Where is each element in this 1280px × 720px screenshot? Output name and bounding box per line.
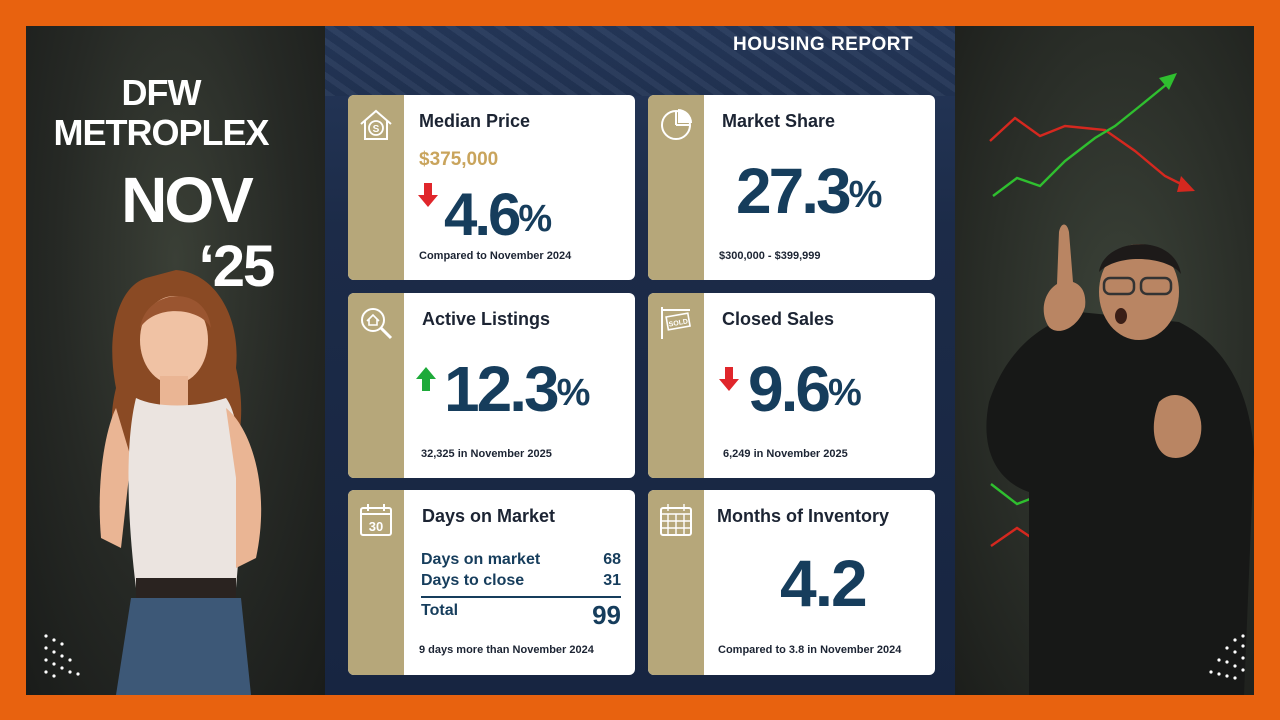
- dots-decoration: [1209, 634, 1245, 680]
- card-note: 32,325 in November 2025: [421, 448, 552, 460]
- right-panel: [955, 26, 1254, 695]
- left-panel: DFW METROPLEX NOV ‘25: [26, 26, 325, 695]
- house-dollar-icon: S: [360, 109, 392, 140]
- total-row: Total 99: [421, 600, 621, 630]
- card-active-listings: Active Listings 12.3% 32,325 in November…: [348, 293, 635, 478]
- card-closed-sales: SOLD Closed Sales 9.6% 6,249 in November…: [648, 293, 935, 478]
- card-strip: [348, 490, 404, 675]
- report-panel: HOUSING REPORT S Median Price $375,000 4…: [325, 26, 955, 695]
- sold-sign-icon: SOLD: [661, 307, 691, 339]
- title-metroplex: METROPLEX: [53, 112, 269, 153]
- card-note: Compared to 3.8 in November 2024: [718, 644, 902, 656]
- card-title: Months of Inventory: [717, 506, 889, 526]
- card-title: Active Listings: [422, 309, 551, 329]
- card-title: Closed Sales: [722, 309, 835, 329]
- card-days-on-market: 30 Days on Market Days on market 68 Days …: [348, 490, 635, 675]
- svg-text:SOLD: SOLD: [668, 318, 688, 328]
- active-listings-change: 12.3%: [444, 353, 591, 425]
- title-month: NOV: [121, 164, 254, 236]
- days-on-market-row: Days on market 68: [421, 551, 621, 568]
- card-title: Days on Market: [422, 506, 556, 526]
- card-title: Market Share: [722, 111, 836, 131]
- card-note: $300,000 - $399,999: [719, 250, 821, 262]
- card-note: Compared to November 2024: [419, 250, 572, 262]
- card-note: 9 days more than November 2024: [419, 644, 594, 656]
- card-median-price: S Median Price $375,000 4.6% Compared to…: [348, 95, 635, 280]
- card-market-share: Market Share 27.3% $300,000 - $399,999: [648, 95, 935, 280]
- up-arrow-icon: [416, 367, 436, 391]
- frame: DFW METROPLEX NOV ‘25 HOUSING REPORT: [26, 26, 1254, 695]
- presenter-man-image: [986, 224, 1254, 695]
- calendar-grid-icon: [660, 504, 692, 536]
- pie-chart-icon: [661, 109, 692, 140]
- median-price-change: 4.6%: [444, 181, 553, 248]
- svg-text:30: 30: [369, 519, 383, 534]
- down-arrow-icon: [719, 367, 739, 391]
- title-dfw: DFW: [121, 72, 202, 113]
- calendar-30-icon: 30: [360, 504, 392, 536]
- card-strip: [648, 293, 704, 478]
- card-strip: [348, 95, 404, 280]
- card-strip: [348, 293, 404, 478]
- card-title: Median Price: [419, 111, 531, 131]
- card-months-inventory: Months of Inventory 4.2 Compared to 3.8 …: [648, 490, 935, 675]
- divider: [421, 596, 621, 598]
- svg-text:S: S: [373, 124, 380, 135]
- house-search-icon: [361, 308, 393, 340]
- dots-decoration: [44, 634, 80, 678]
- months-inventory-value: 4.2: [780, 546, 868, 620]
- down-arrow-icon: [418, 183, 438, 207]
- market-share-value: 27.3%: [736, 155, 883, 227]
- median-price-value: $375,000: [419, 149, 499, 170]
- presenter-woman-image: [99, 270, 262, 695]
- report-title: HOUSING REPORT: [733, 34, 914, 55]
- closed-sales-change: 9.6%: [748, 353, 862, 425]
- card-note: 6,249 in November 2025: [723, 448, 848, 460]
- days-to-close-row: Days to close 31: [421, 572, 621, 589]
